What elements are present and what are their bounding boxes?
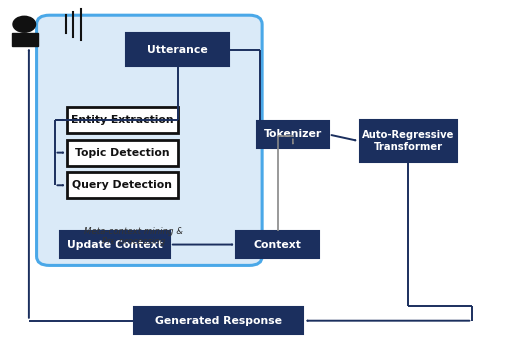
Text: Meta-context mining &
Pre processing: Meta-context mining & Pre processing xyxy=(84,227,183,246)
FancyBboxPatch shape xyxy=(134,307,303,334)
Text: Utterance: Utterance xyxy=(147,45,208,55)
Text: Generated Response: Generated Response xyxy=(155,316,282,326)
FancyBboxPatch shape xyxy=(126,33,229,66)
Polygon shape xyxy=(12,33,38,46)
Text: Entity Extraction: Entity Extraction xyxy=(71,115,174,125)
Text: Tokenizer: Tokenizer xyxy=(264,130,322,139)
FancyBboxPatch shape xyxy=(67,107,177,133)
FancyBboxPatch shape xyxy=(60,231,170,258)
FancyBboxPatch shape xyxy=(359,120,457,162)
FancyBboxPatch shape xyxy=(36,15,262,265)
Text: Topic Detection: Topic Detection xyxy=(75,148,170,158)
FancyBboxPatch shape xyxy=(67,139,177,166)
FancyBboxPatch shape xyxy=(257,122,329,147)
Text: Context: Context xyxy=(253,240,301,250)
Text: Auto-Regressive
Transformer: Auto-Regressive Transformer xyxy=(362,130,454,152)
Text: Query Detection: Query Detection xyxy=(72,180,172,190)
Circle shape xyxy=(13,16,35,32)
FancyBboxPatch shape xyxy=(67,172,177,198)
FancyBboxPatch shape xyxy=(236,231,319,258)
Text: Update Context: Update Context xyxy=(67,240,162,250)
